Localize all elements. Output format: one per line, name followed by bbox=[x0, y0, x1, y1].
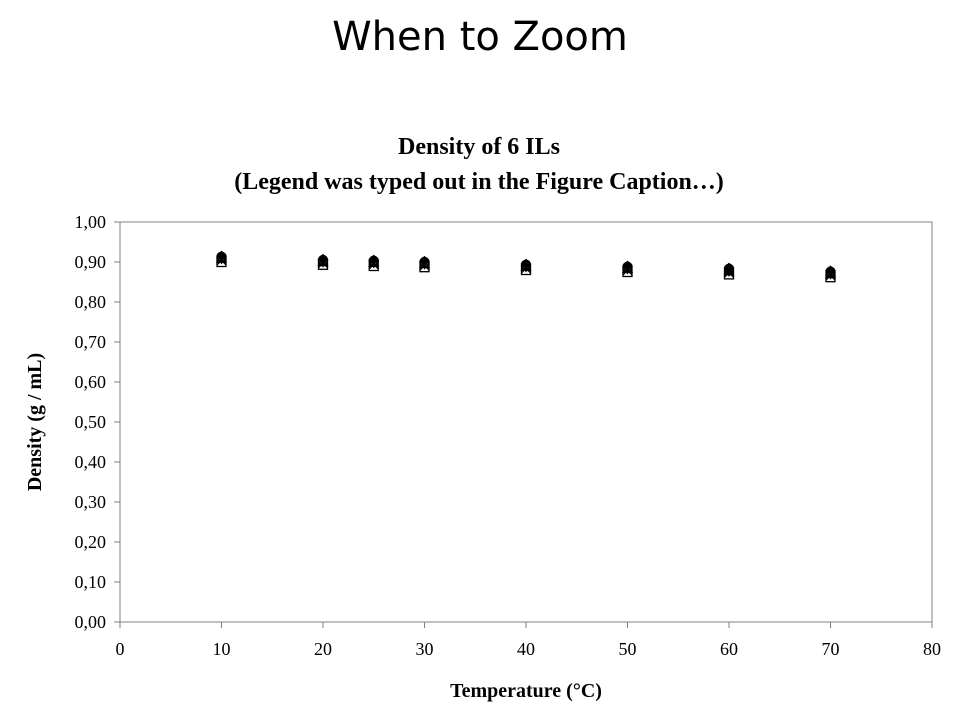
y-tick-label: 0,40 bbox=[75, 452, 107, 472]
star-marker bbox=[419, 260, 430, 270]
star-marker bbox=[368, 259, 379, 269]
plot-area bbox=[119, 221, 933, 623]
y-tick-label: 0,70 bbox=[75, 332, 107, 352]
y-tick-label: 0,60 bbox=[75, 372, 107, 392]
slide-title: When to Zoom bbox=[332, 14, 628, 60]
y-tick-label: 0,80 bbox=[75, 292, 107, 312]
star-marker bbox=[216, 255, 227, 265]
x-axis-title: Temperature (°C) bbox=[450, 680, 602, 702]
y-tick-label: 0,00 bbox=[75, 612, 107, 632]
x-tick-label: 10 bbox=[213, 639, 231, 659]
x-tick-label: 40 bbox=[517, 639, 535, 659]
data-points bbox=[215, 250, 837, 283]
x-tick-label: 70 bbox=[822, 639, 840, 659]
axes: 0,00 0,10 0,20 0,30 0,40 0,50 0,60 0,70 0,80 0,90… bbox=[75, 212, 942, 659]
chart-subtitle: (Legend was typed out in the Figure Capt… bbox=[234, 169, 724, 195]
chart-title: Density of 6 ILs bbox=[398, 134, 560, 160]
x-tick-label: 80 bbox=[923, 639, 941, 659]
star-marker bbox=[825, 270, 836, 280]
star-marker bbox=[318, 258, 328, 268]
star-marker bbox=[521, 263, 531, 273]
x-tick-label: 50 bbox=[619, 639, 637, 659]
y-tick-label: 0,90 bbox=[75, 252, 107, 272]
x-tick-label: 20 bbox=[314, 639, 332, 659]
y-tick-label: 0,20 bbox=[75, 532, 107, 552]
star-marker bbox=[724, 267, 734, 277]
x-tick-label: 0 bbox=[116, 639, 125, 659]
star-marker bbox=[622, 265, 633, 275]
x-tick-label: 60 bbox=[720, 639, 738, 659]
y-axis-title: Density (g / mL) bbox=[24, 353, 46, 491]
y-tick-label: 0,50 bbox=[75, 412, 107, 432]
y-tick-label: 0,30 bbox=[75, 492, 107, 512]
x-tick-label: 30 bbox=[416, 639, 434, 659]
y-tick-label: 0,10 bbox=[75, 572, 107, 592]
y-tick-label: 1,00 bbox=[75, 212, 107, 232]
